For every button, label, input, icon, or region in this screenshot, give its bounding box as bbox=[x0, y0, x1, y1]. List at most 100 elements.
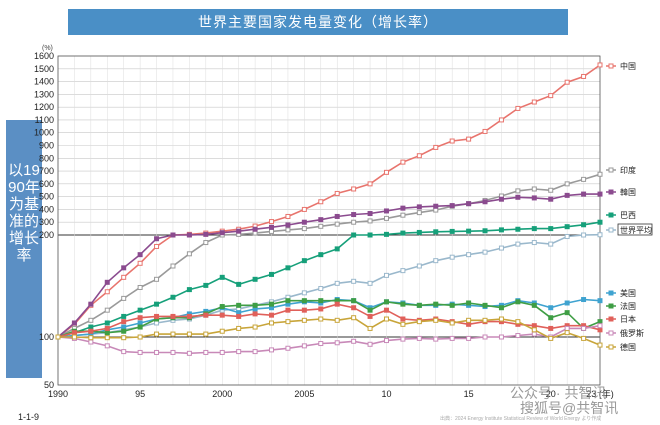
data-point bbox=[203, 231, 209, 237]
legend-swatch-marker bbox=[608, 316, 614, 322]
y-tick-label: 400 bbox=[39, 204, 54, 214]
data-point bbox=[318, 217, 324, 223]
data-point bbox=[236, 325, 242, 331]
legend-swatch-marker bbox=[608, 63, 614, 69]
data-point bbox=[154, 243, 160, 249]
data-point bbox=[137, 320, 143, 326]
data-point bbox=[531, 240, 537, 246]
data-point bbox=[548, 187, 554, 193]
data-point bbox=[383, 215, 389, 221]
data-point bbox=[351, 278, 357, 284]
data-point bbox=[269, 320, 275, 326]
data-point bbox=[318, 223, 324, 229]
data-point bbox=[252, 349, 258, 355]
data-point bbox=[548, 315, 554, 321]
data-point bbox=[597, 319, 603, 325]
series-line bbox=[57, 221, 601, 338]
data-point bbox=[498, 227, 504, 233]
data-point bbox=[219, 304, 225, 310]
legend-label: 法国 bbox=[620, 301, 636, 311]
data-point bbox=[351, 338, 357, 344]
data-point bbox=[367, 218, 373, 224]
x-tick-label: 15 bbox=[464, 389, 474, 399]
data-point bbox=[285, 222, 291, 228]
data-point bbox=[597, 342, 603, 348]
data-point bbox=[121, 313, 127, 319]
data-point bbox=[581, 325, 587, 331]
y-tick-label: 600 bbox=[39, 179, 54, 189]
legend-swatch-marker bbox=[608, 290, 614, 296]
data-point bbox=[498, 245, 504, 251]
data-point bbox=[301, 290, 307, 296]
data-point bbox=[531, 226, 537, 232]
data-point bbox=[71, 330, 77, 336]
data-point bbox=[564, 310, 570, 316]
data-point bbox=[252, 311, 258, 317]
data-point bbox=[104, 343, 110, 349]
data-point bbox=[416, 263, 422, 269]
y-tick-label: 300 bbox=[39, 217, 54, 227]
data-point bbox=[121, 328, 127, 334]
data-point bbox=[531, 99, 537, 105]
data-point bbox=[416, 210, 422, 216]
data-point bbox=[466, 228, 472, 234]
data-point bbox=[285, 345, 291, 351]
legend-label: 印度 bbox=[620, 165, 636, 175]
data-point bbox=[219, 274, 225, 280]
data-point bbox=[121, 265, 127, 271]
series-lines bbox=[55, 62, 603, 356]
y-tick-label: 1500 bbox=[34, 64, 54, 74]
data-point bbox=[531, 331, 537, 337]
data-point bbox=[186, 232, 192, 238]
data-point bbox=[564, 181, 570, 187]
data-point bbox=[597, 232, 603, 238]
data-point bbox=[104, 289, 110, 295]
data-point bbox=[466, 201, 472, 207]
y-tick-label: 200 bbox=[39, 230, 54, 240]
data-point bbox=[433, 336, 439, 342]
data-point bbox=[170, 331, 176, 337]
data-point bbox=[88, 335, 94, 341]
data-point bbox=[581, 297, 587, 303]
data-point bbox=[581, 335, 587, 341]
data-point bbox=[564, 192, 570, 198]
data-point bbox=[383, 169, 389, 175]
data-point bbox=[581, 232, 587, 238]
data-point bbox=[466, 317, 472, 323]
data-point bbox=[515, 241, 521, 247]
data-point bbox=[351, 232, 357, 238]
data-point bbox=[137, 252, 143, 258]
data-point bbox=[71, 334, 77, 340]
x-tick-label: 20 bbox=[546, 389, 556, 399]
series-line bbox=[57, 193, 600, 338]
data-point bbox=[597, 62, 603, 68]
data-point bbox=[137, 315, 143, 321]
y-tick-label: 500 bbox=[39, 192, 54, 202]
data-point bbox=[285, 213, 291, 219]
data-point bbox=[400, 205, 406, 211]
x-tick-label: 1990 bbox=[48, 389, 68, 399]
data-point bbox=[203, 349, 209, 355]
data-point bbox=[285, 307, 291, 313]
data-point bbox=[597, 191, 603, 197]
data-point bbox=[186, 350, 192, 356]
data-point bbox=[564, 79, 570, 85]
data-point bbox=[564, 300, 570, 306]
x-tick-label: 2000 bbox=[212, 389, 232, 399]
data-point bbox=[383, 316, 389, 322]
data-point bbox=[351, 305, 357, 311]
data-point bbox=[482, 334, 488, 340]
data-point bbox=[367, 313, 373, 319]
data-point bbox=[334, 317, 340, 323]
data-point bbox=[170, 232, 176, 238]
data-point bbox=[203, 331, 209, 337]
data-point bbox=[367, 181, 373, 187]
data-point bbox=[498, 305, 504, 311]
data-point bbox=[186, 287, 192, 293]
data-point bbox=[433, 301, 439, 307]
data-point bbox=[581, 222, 587, 228]
data-point bbox=[351, 219, 357, 225]
data-point bbox=[88, 324, 94, 330]
legend-label: 德国 bbox=[620, 342, 636, 352]
